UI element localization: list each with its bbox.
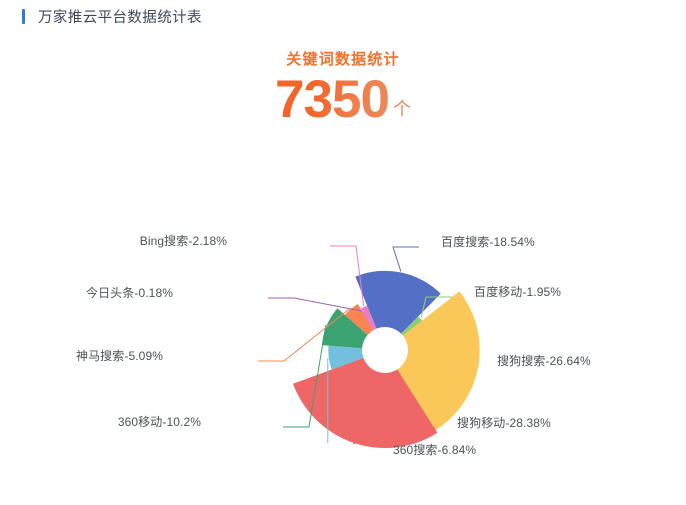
rose-sector-神马搜索[interactable] xyxy=(344,303,374,335)
leader-line-百度移动 xyxy=(420,296,452,318)
kpi-block: 关键词数据统计 7350 个 xyxy=(0,48,686,126)
rose-label-百度搜索: 百度搜索-18.54% xyxy=(441,235,535,249)
leader-line-360移动 xyxy=(283,325,327,428)
rose-label-搜狗移动: 搜狗移动-28.38% xyxy=(457,416,551,430)
kpi-value: 7350 xyxy=(275,70,390,129)
page-header: 万家推云平台数据统计表 xyxy=(0,0,686,33)
rose-sector-今日头条[interactable] xyxy=(362,311,374,331)
rose-sector-百度搜索[interactable] xyxy=(355,270,441,334)
leader-line-百度搜索 xyxy=(392,246,419,272)
kpi-title: 关键词数据统计 xyxy=(286,51,400,68)
rose-sector-360移动[interactable] xyxy=(322,308,368,349)
rose-label-360移动: 360移动-10.2% xyxy=(117,415,201,429)
rose-label-神马搜索: 神马搜索-5.09% xyxy=(75,349,163,363)
rose-sector-Bing搜索[interactable] xyxy=(361,305,377,331)
kpi-value-row: 7350 个 xyxy=(0,73,686,126)
rose-chart: 百度搜索-18.54% 百度移动-1.95% 搜狗搜索-26.64% 搜狗移动-28.… xyxy=(0,170,686,490)
leader-line-搜狗移动 xyxy=(353,427,435,445)
rose-chart-svg xyxy=(258,245,480,448)
rose-sector-搜狗移动[interactable] xyxy=(293,357,438,448)
rose-sector-360搜索[interactable] xyxy=(328,345,364,370)
header-accent-bar xyxy=(22,9,25,24)
rose-leader-lines xyxy=(258,245,480,445)
kpi-unit: 个 xyxy=(392,99,411,119)
leader-line-神马搜索 xyxy=(258,307,351,362)
rose-sectors[interactable] xyxy=(293,270,480,448)
rose-label-百度移动: 百度移动-1.95% xyxy=(474,285,562,299)
leader-line-今日头条 xyxy=(268,297,363,312)
rose-label-今日头条: 今日头条-0.18% xyxy=(85,286,173,300)
rose-sector-百度移动[interactable] xyxy=(401,316,423,336)
page-title: 万家推云平台数据统计表 xyxy=(38,10,202,26)
leader-line-Bing搜索 xyxy=(330,245,365,307)
rose-sector-搜狗搜索[interactable] xyxy=(397,291,480,430)
rose-label-搜狗搜索: 搜狗搜索-26.64% xyxy=(497,354,591,368)
rose-label-Bing搜索: Bing搜索-2.18% xyxy=(139,234,227,248)
rose-label-360搜索: 360搜索-6.84% xyxy=(393,443,477,457)
